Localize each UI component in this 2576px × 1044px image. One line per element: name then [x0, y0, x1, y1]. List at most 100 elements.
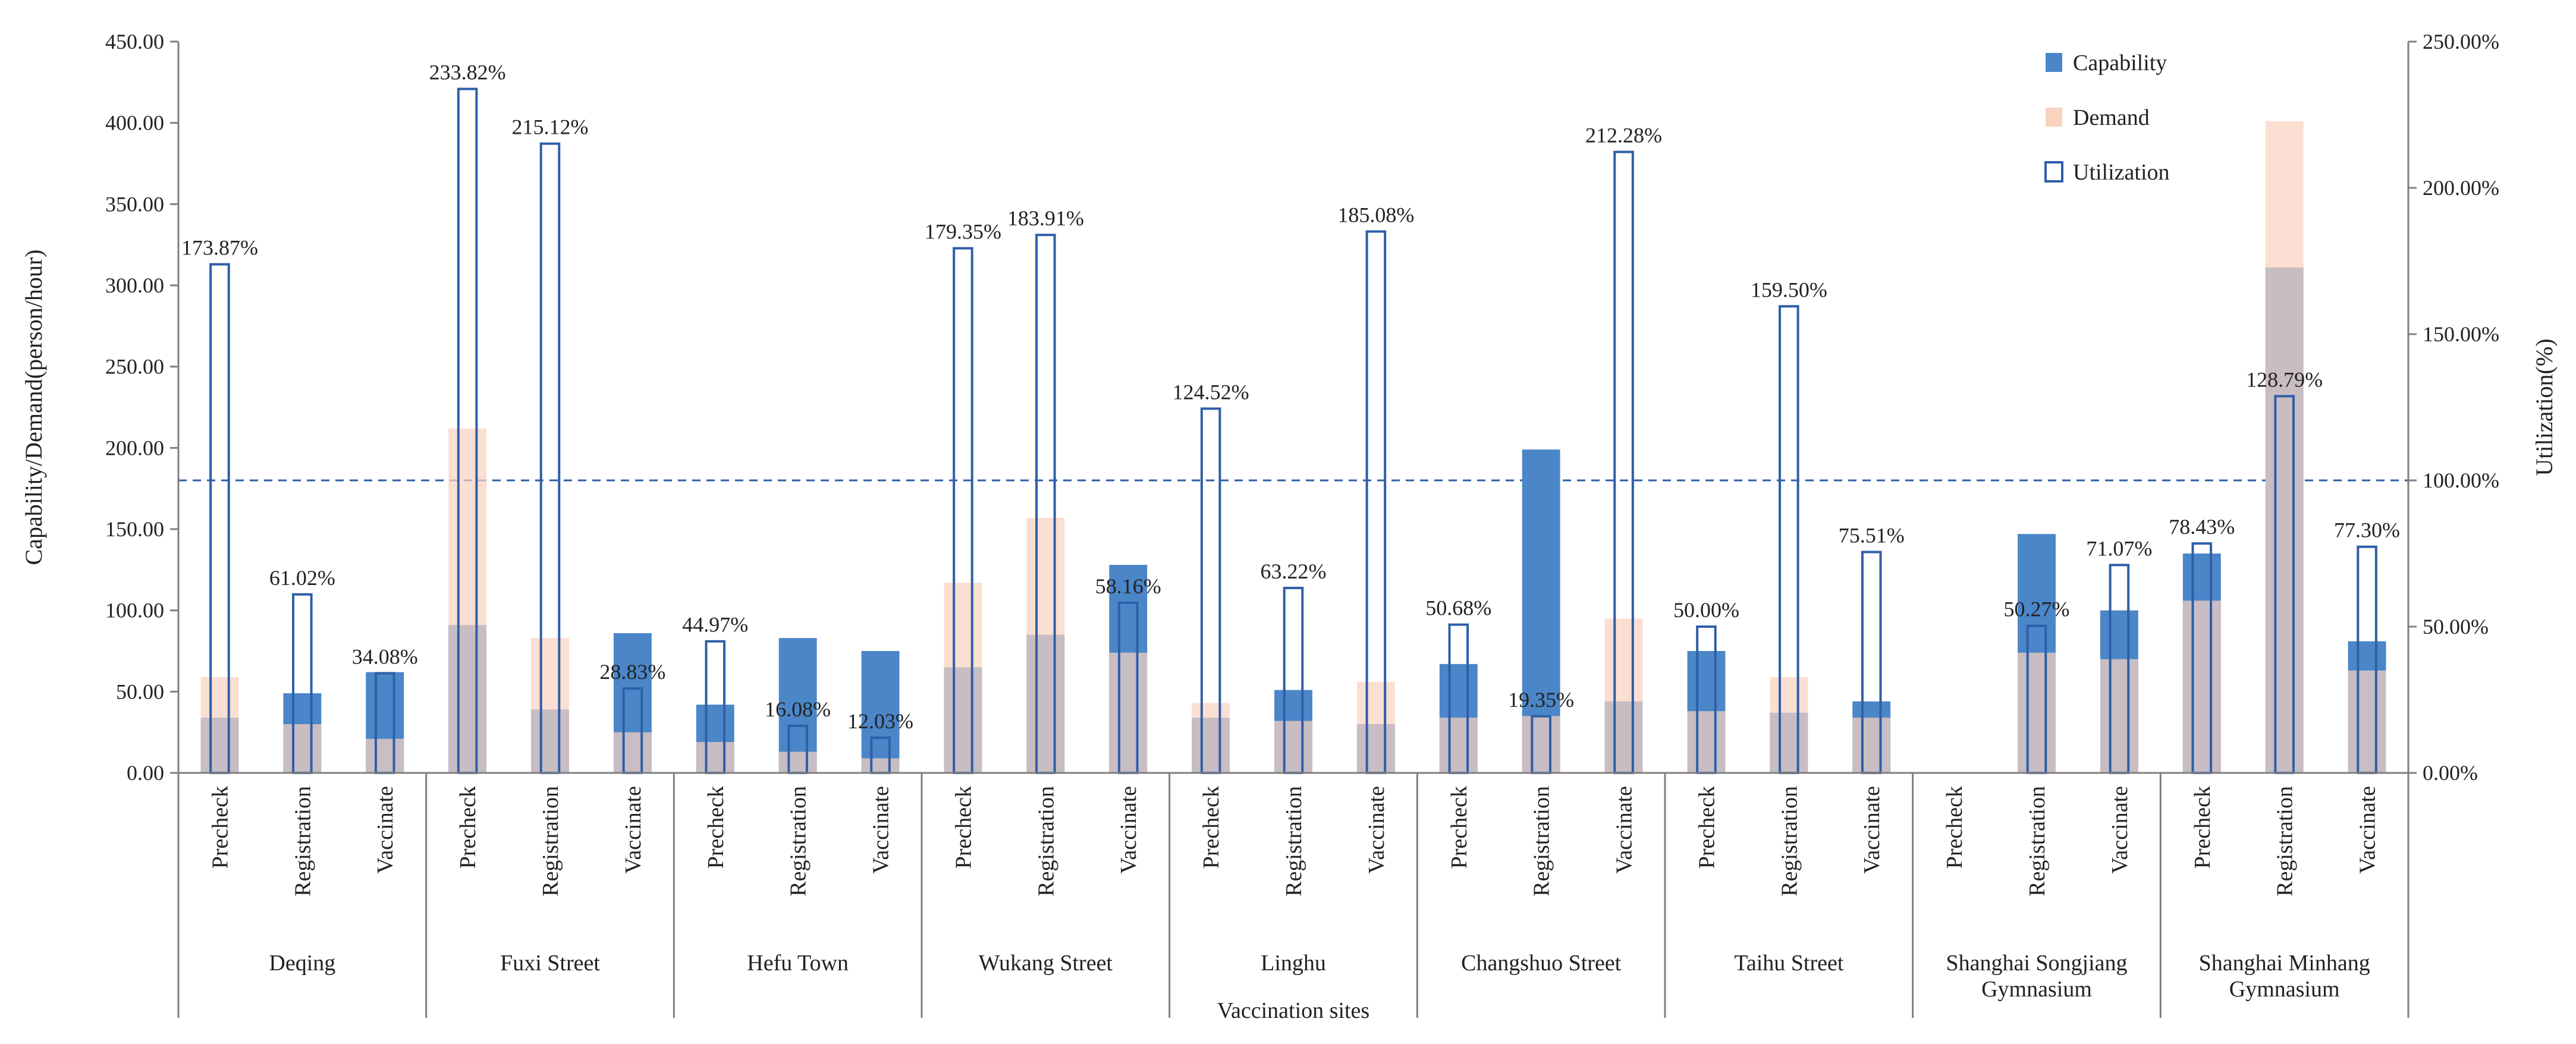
stage-tick-label: Registration	[2025, 786, 2050, 897]
utilization-data-label: 215.12%	[512, 115, 589, 139]
site-label: Linghu	[1261, 951, 1326, 976]
site-label: Taihu Street	[1734, 951, 1844, 976]
demand-bar	[448, 428, 487, 773]
demand-bar	[2348, 670, 2386, 773]
utilization-data-label: 19.35%	[1508, 688, 1574, 712]
demand-bar	[1356, 681, 1395, 773]
y-tick-label: 300.00	[105, 273, 164, 297]
demand-bar	[1274, 721, 1312, 773]
stage-tick-label: Precheck	[951, 786, 976, 869]
legend-swatch-utilization	[2044, 161, 2063, 183]
bars-layer	[200, 87, 2386, 775]
site-label: Wukang Street	[979, 951, 1113, 976]
stage-tick-label: Precheck	[208, 786, 233, 869]
y2-tick-label: 150.00%	[2423, 322, 2499, 346]
demand-bar	[1192, 703, 1230, 773]
demand-bar	[531, 638, 569, 773]
demand-bar	[200, 677, 239, 773]
utilization-data-label: 185.08%	[1337, 203, 1414, 227]
stage-tick-label: Vaccinate	[621, 786, 646, 874]
legend-label-demand: Demand	[2073, 105, 2150, 130]
legend-label-capability: Capability	[2073, 51, 2167, 76]
stage-tick-label: Registration	[1033, 786, 1058, 897]
y2-axis-title: Utilization(%)	[2531, 338, 2558, 476]
capability-bar	[861, 651, 900, 773]
site-label: Changshuo Street	[1461, 951, 1622, 976]
stage-tick-label: Vaccinate	[1859, 786, 1884, 874]
demand-bar	[944, 583, 982, 773]
stage-tick-label: Registration	[786, 786, 811, 897]
demand-bar	[1687, 711, 1726, 773]
demand-bar	[1109, 652, 1148, 773]
utilization-data-label: 12.03%	[847, 709, 913, 733]
site-label: Hefu Town	[747, 951, 849, 976]
utilization-data-label: 124.52%	[1173, 380, 1249, 404]
stage-tick-label: Vaccinate	[1116, 786, 1141, 874]
legend-swatch-capability	[2046, 53, 2062, 72]
utilization-data-label: 183.91%	[1007, 206, 1084, 230]
demand-bar	[1026, 517, 1065, 773]
stage-tick-label: Registration	[1281, 786, 1306, 897]
stage-tick-label: Registration	[1529, 786, 1554, 897]
site-label: Shanghai Minhang	[2199, 951, 2370, 976]
demand-bar	[861, 758, 900, 773]
y2-tick-label: 0.00%	[2423, 761, 2478, 785]
stage-tick-label: Vaccinate	[1612, 786, 1637, 874]
demand-bar	[2018, 652, 2056, 773]
y-tick-label: 350.00	[105, 192, 164, 216]
demand-bar	[1604, 618, 1643, 773]
y-tick-label: 100.00	[105, 599, 164, 622]
stage-tick-label: Precheck	[1199, 786, 1224, 869]
utilization-data-label: 34.08%	[352, 644, 418, 668]
stage-tick-label: Precheck	[455, 786, 480, 869]
demand-bar	[696, 742, 734, 773]
demand-bar	[1852, 718, 1891, 773]
site-label: Shanghai Songjiang	[1946, 951, 2127, 976]
y2-tick-label: 250.00%	[2423, 30, 2499, 54]
utilization-data-label: 173.87%	[181, 236, 258, 260]
demand-bar	[2182, 600, 2221, 773]
stage-tick-label: Registration	[1777, 786, 1802, 897]
utilization-data-label: 75.51%	[1839, 523, 1905, 547]
y-axis-title: Capability/Demand(person/hour)	[20, 250, 47, 565]
utilization-data-label: 77.30%	[2334, 518, 2400, 542]
stage-tick-label: Vaccinate	[2107, 786, 2132, 874]
utilization-data-label: 78.43%	[2169, 515, 2235, 539]
stage-tick-label: Vaccinate	[2355, 786, 2380, 874]
demand-bar	[778, 751, 817, 773]
utilization-data-label: 44.97%	[682, 613, 748, 637]
stage-tick-label: Precheck	[2190, 786, 2215, 869]
stage-tick-label: Vaccinate	[1364, 786, 1389, 874]
demand-bar	[1770, 677, 1808, 773]
site-label: Gymnasium	[2229, 977, 2340, 1002]
demand-bar	[1522, 716, 1560, 773]
utilization-data-label: 159.50%	[1751, 278, 1827, 301]
demand-bar	[613, 732, 652, 773]
y2-tick-label: 200.00%	[2423, 176, 2499, 200]
y-tick-label: 150.00	[105, 517, 164, 541]
legend-label-utilization: Utilization	[2073, 160, 2170, 185]
stage-tick-label: Precheck	[1694, 786, 1719, 869]
y-tick-label: 0.00	[127, 761, 164, 785]
utilization-data-label: 16.08%	[765, 697, 831, 721]
stage-tick-label: Registration	[2273, 786, 2298, 897]
y2-tick-label: 100.00%	[2423, 468, 2499, 492]
utilization-data-label: 179.35%	[925, 220, 1001, 244]
labels-layer: 173.87% Precheck 61.02% Registration 34.08% V…	[181, 61, 2400, 1023]
utilization-data-label: 71.07%	[2086, 536, 2152, 560]
site-label: Deqing	[269, 951, 335, 976]
capability-bar	[778, 638, 817, 773]
site-label: Gymnasium	[1981, 977, 2092, 1002]
y-tick-label: 400.00	[105, 111, 164, 135]
stage-tick-label: Precheck	[1942, 786, 1967, 869]
stage-tick-label: Registration	[538, 786, 563, 897]
site-label: Fuxi Street	[500, 951, 600, 976]
y-tick-label: 50.00	[116, 680, 164, 703]
legend: Capability Demand Utilization	[2044, 51, 2170, 185]
utilization-data-label: 61.02%	[269, 566, 335, 590]
y-tick-label: 200.00	[105, 436, 164, 460]
stage-tick-label: Registration	[290, 786, 315, 897]
x-axis-title: Vaccination sites	[1217, 998, 1369, 1023]
y-tick-label: 250.00	[105, 355, 164, 379]
y-tick-label: 450.00	[105, 30, 164, 54]
